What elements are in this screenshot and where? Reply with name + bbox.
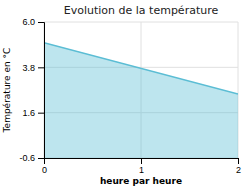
tick-mark	[38, 67, 44, 68]
area	[44, 43, 238, 158]
grid	[44, 22, 238, 158]
tick-label: -0.6	[19, 153, 35, 163]
tick-label: 6.0	[22, 17, 35, 27]
x-axis-title: heure par heure	[100, 176, 182, 186]
axis-line	[38, 23, 45, 159]
tick-label: 0	[42, 165, 47, 175]
tick-mark	[238, 158, 239, 164]
tick-mark	[38, 158, 44, 159]
tick: 6.0	[22, 17, 44, 27]
tick-label: 2	[236, 165, 241, 175]
tick: 1.6	[22, 108, 44, 118]
x-axis: 0 1 2	[42, 158, 241, 175]
tick-label: 1	[139, 165, 144, 175]
line	[44, 43, 238, 95]
tick: -0.6	[19, 153, 44, 163]
tick-label: 1.6	[22, 108, 35, 118]
axis-line	[45, 159, 239, 165]
tick-mark	[141, 158, 142, 164]
chart: 0 1 2 -0.6 1.6 3.8 6.0 Evolution de la températ…	[0, 0, 250, 188]
tick: 1	[139, 158, 144, 175]
tick-mark	[38, 22, 44, 23]
marks	[44, 43, 238, 158]
tick-mark	[38, 113, 44, 114]
tick: 2	[236, 158, 241, 175]
tick: 3.8	[22, 63, 44, 73]
tick: 0	[42, 158, 47, 175]
title: Evolution de la température	[64, 4, 219, 17]
y-axis-title: Température en °C	[2, 48, 12, 134]
grid-line	[44, 22, 238, 23]
y-axis: -0.6 1.6 3.8 6.0	[19, 17, 44, 163]
tick-label: 3.8	[22, 63, 35, 73]
plot: 0 1 2 -0.6 1.6 3.8 6.0	[19, 17, 241, 175]
